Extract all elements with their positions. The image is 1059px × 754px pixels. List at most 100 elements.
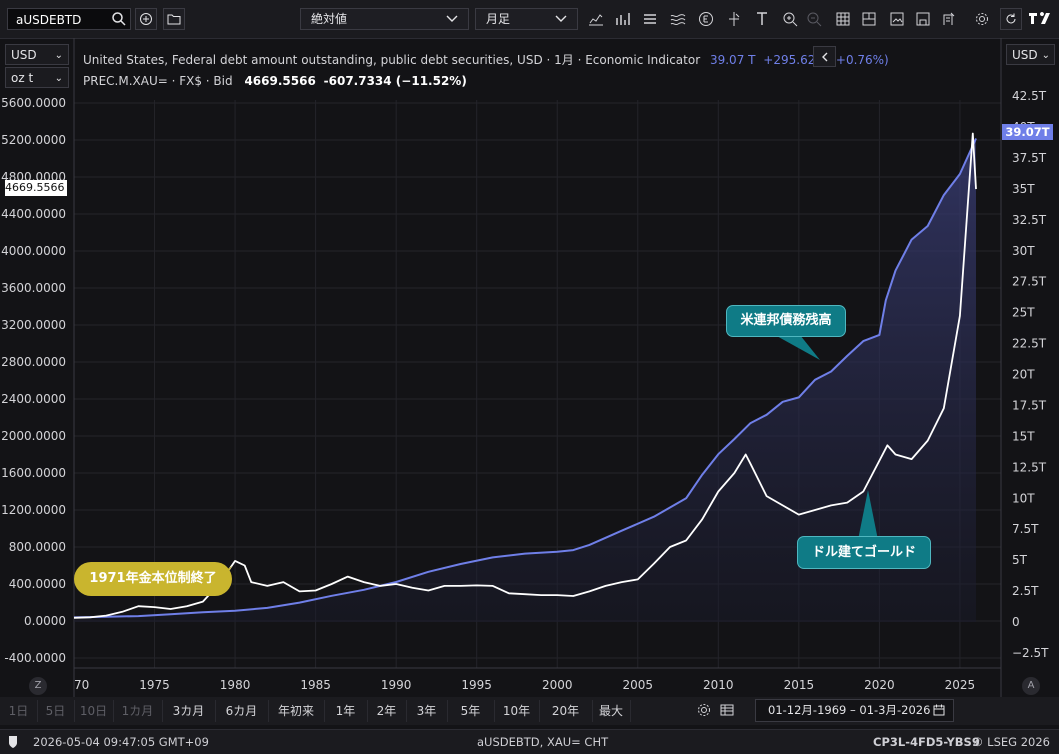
debt-callout-pointer <box>775 335 820 360</box>
x-tick-label: 2010 <box>703 678 734 692</box>
interval-select[interactable]: 月足 <box>475 8 578 30</box>
status-bar: 2026-05-04 09:47:05 GMT+09 aUSDEBTD, XAU… <box>0 729 1059 754</box>
status-copyright: © LSEG 2026 <box>972 735 1050 749</box>
search-icon[interactable] <box>111 11 127 27</box>
legend-debt-label: United States, Federal debt amount outst… <box>83 53 701 67</box>
settings-icon[interactable] <box>973 10 991 28</box>
chart-marks <box>73 132 977 619</box>
left-tick-label: 800.0000 <box>9 540 66 554</box>
right-tick-label: 20T <box>1012 368 1035 382</box>
chart-canvas[interactable]: 5600.00005200.00004800.00004400.00004000… <box>0 0 1059 697</box>
right-tick-label: 0 <box>1012 615 1020 629</box>
right-tick-label: 7.5T <box>1012 522 1039 536</box>
table-view-icon[interactable] <box>719 702 737 720</box>
open-folder-button[interactable] <box>163 8 185 30</box>
legend-gold: PREC.M.XAU= · FX$ · Bid 4669.5566 -607.7… <box>83 74 467 88</box>
x-tick-label: 1995 <box>461 678 492 692</box>
period-button[interactable]: 6カ月 <box>215 700 269 722</box>
right-currency-value: USD <box>1012 48 1038 62</box>
export-icon[interactable] <box>939 10 957 28</box>
folder-icon <box>167 14 181 25</box>
chevron-down-icon <box>446 15 458 22</box>
period-button[interactable]: 3カ月 <box>162 700 216 722</box>
period-button[interactable]: 最大 <box>592 700 631 722</box>
right-tick-label: 15T <box>1012 429 1035 443</box>
x-tick-label: 2025 <box>945 678 976 692</box>
right-axis: 42.5T40T37.5T35T32.5T30T27.5T25T22.5T20T… <box>1012 89 1049 660</box>
left-tick-label: -400.0000 <box>4 651 66 665</box>
right-tick-label: 2.5T <box>1012 584 1039 598</box>
save-icon[interactable] <box>914 10 932 28</box>
chart-type-icon[interactable] <box>587 10 605 28</box>
period-button[interactable]: 年初来 <box>268 700 325 722</box>
date-range-value: 01-12月-1969 – 01-3月-2026 <box>768 703 931 717</box>
left-unit-value: oz t <box>11 71 34 85</box>
right-tick-label: 35T <box>1012 182 1035 196</box>
reset-button[interactable] <box>1000 8 1022 30</box>
zoom-out-icon <box>805 10 823 28</box>
left-tick-label: 2800.0000 <box>1 355 66 369</box>
waves-icon[interactable] <box>669 10 687 28</box>
image-icon[interactable] <box>888 10 906 28</box>
legend-gold-value: 4669.5566 <box>244 74 316 88</box>
legend-debt-value: 39.07 T <box>709 53 756 67</box>
period-button[interactable]: 10年 <box>494 700 540 722</box>
gold-callout: ドル建てゴールド <box>797 536 931 569</box>
status-instruments: aUSDEBTD, XAU= CHT <box>477 735 609 749</box>
zoom-reset-left-button[interactable]: Z <box>29 677 47 695</box>
period-button[interactable]: 5年 <box>447 700 495 722</box>
right-tick-label: 22.5T <box>1012 337 1047 351</box>
left-tick-label: 4400.0000 <box>1 207 66 221</box>
calendar-icon <box>933 704 945 716</box>
date-range-field[interactable]: 01-12月-1969 – 01-3月-2026 <box>755 699 954 722</box>
x-tick-label: 1990 <box>381 678 412 692</box>
crosshair-icon[interactable] <box>725 10 743 28</box>
table-icon[interactable] <box>834 10 852 28</box>
left-tick-label: 3600.0000 <box>1 281 66 295</box>
x-tick-label: 1975 <box>139 678 170 692</box>
right-tick-label: 32.5T <box>1012 213 1047 227</box>
period-button: 10日 <box>74 700 114 722</box>
right-tick-label: −2.5T <box>1012 646 1049 660</box>
period-button: 5日 <box>37 700 75 722</box>
left-tick-label: 1600.0000 <box>1 466 66 480</box>
auto-scale-button[interactable]: A <box>1022 677 1040 695</box>
left-tick-label: 3200.0000 <box>1 318 66 332</box>
indicators-icon[interactable] <box>614 10 632 28</box>
right-tick-label: 17.5T <box>1012 398 1047 412</box>
gear-icon[interactable] <box>696 702 714 720</box>
right-tick-label: 30T <box>1012 244 1035 258</box>
left-tick-label: 2000.0000 <box>1 429 66 443</box>
shield-icon <box>9 736 17 748</box>
right-currency-select[interactable]: USD ⌄ <box>1006 44 1055 65</box>
collapse-legend-button[interactable] <box>813 46 836 67</box>
x-tick-label: 2020 <box>864 678 895 692</box>
legend-gold-change: -607.7334 (−11.52%) <box>323 74 467 88</box>
symbol-input[interactable]: aUSDEBTD <box>7 8 131 30</box>
events-icon[interactable] <box>697 10 715 28</box>
mode-select[interactable]: 絶対値 <box>300 8 469 30</box>
x-tick-label: 2005 <box>622 678 653 692</box>
text-icon[interactable] <box>753 10 771 28</box>
right-tick-label: 27.5T <box>1012 275 1047 289</box>
right-tick-label: 25T <box>1012 306 1035 320</box>
left-currency-select[interactable]: USD ⌄ <box>5 44 69 65</box>
period-button[interactable]: 3年 <box>406 700 448 722</box>
left-unit-select[interactable]: oz t ⌄ <box>5 67 69 88</box>
status-code: CP3L-4FD5-YBS9 <box>873 735 980 749</box>
left-tick-label: 4000.0000 <box>1 244 66 258</box>
chevron-left-icon <box>821 52 827 61</box>
period-button[interactable]: 20年 <box>539 700 593 722</box>
period-button[interactable]: 2年 <box>367 700 407 722</box>
right-tick-label: 5T <box>1012 553 1028 567</box>
period-button[interactable]: 1年 <box>324 700 368 722</box>
right-tick-label: 10T <box>1012 491 1035 505</box>
x-tick-label: 2000 <box>542 678 573 692</box>
list-icon[interactable] <box>641 10 659 28</box>
add-symbol-button[interactable] <box>135 8 157 30</box>
zoom-in-icon[interactable] <box>781 10 799 28</box>
debt-area-fill <box>74 138 976 622</box>
layout-icon[interactable] <box>860 10 878 28</box>
tradingview-logo-icon <box>1028 10 1052 28</box>
x-axis: 70 1975 1980 1985 1990 1995 2000 2005 2010 2015 20… <box>74 678 975 692</box>
